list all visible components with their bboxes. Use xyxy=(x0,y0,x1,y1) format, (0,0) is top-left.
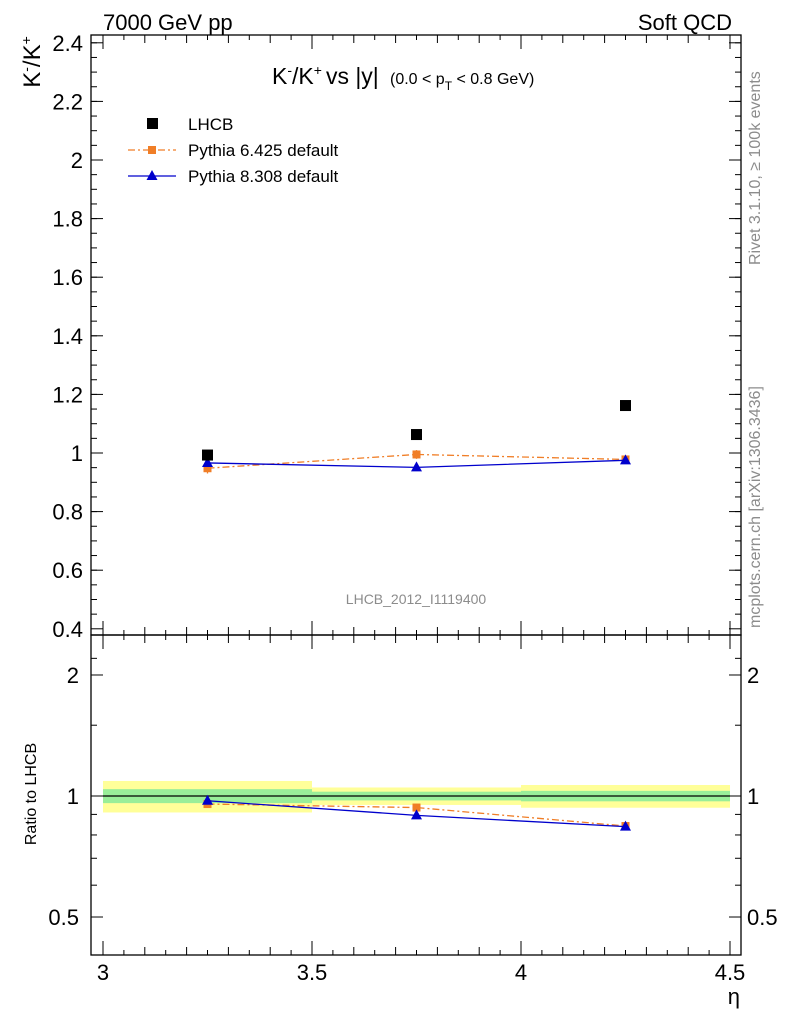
ratio-y-tick-label-left: 0.5 xyxy=(48,905,79,930)
y-tick-label: 0.8 xyxy=(52,500,83,525)
legend-label-pythia8: Pythia 8.308 default xyxy=(188,167,339,186)
ratio-y-tick-label-left: 1 xyxy=(67,784,79,809)
y-tick-label: 0.4 xyxy=(52,617,83,642)
y-axis-label: K-/K+ xyxy=(18,36,46,88)
y-tick-label: 1.4 xyxy=(52,324,83,349)
x-tick-label: 3 xyxy=(97,960,109,985)
pythia8-point xyxy=(620,454,631,465)
svg-text:K-/K+vs |y|: K-/K+ vs |y| xyxy=(272,62,379,89)
rivet-label: Rivet 3.1.10, ≥ 100k events xyxy=(747,71,764,265)
lhcb-point xyxy=(411,429,422,441)
y-tick-label: 1.6 xyxy=(52,265,83,290)
pythia6-point xyxy=(203,464,212,473)
x-tick-label: 4.5 xyxy=(715,960,746,985)
ratio-pythia6-line xyxy=(207,803,626,827)
ratio-pythia8-point xyxy=(411,809,422,820)
ratio-pythia8-point xyxy=(620,820,631,831)
y-tick-label: 1.2 xyxy=(52,382,83,407)
title-range: (0.0 < p xyxy=(390,71,445,88)
ratio-y-tick-label-left: 2 xyxy=(67,663,79,688)
ratio-y-tick-label-right: 1 xyxy=(747,784,759,809)
analysis-label: LHCB_2012_I1119400 xyxy=(346,591,487,607)
title-range-sub: T xyxy=(445,79,453,93)
legend-marker-pythia6 xyxy=(148,146,156,154)
pythia6-line xyxy=(207,453,626,469)
header-left-label: 7000 GeV pp xyxy=(103,10,233,35)
x-tick-label: 3.5 xyxy=(297,960,328,985)
y-tick-label: 2 xyxy=(71,148,83,173)
header-right-label: Soft QCD xyxy=(638,10,732,35)
lhcb-point xyxy=(620,400,631,412)
chart-title: K-/K+ vs |y| (0.0 < pT < 0.8 GeV) xyxy=(272,62,534,93)
pythia8-point xyxy=(202,456,213,467)
svg-text:(0.0 < pT < 0.8 GeV): (0.0 < pT < 0.8 GeV) xyxy=(390,71,534,93)
ratio-y-axis-label: Ratio to LHCB xyxy=(23,743,40,845)
x-axis-label: η xyxy=(728,984,740,1009)
ratio-uncertainty-bands xyxy=(103,780,730,813)
title-main: vs |y| xyxy=(326,63,379,89)
pythia6-point xyxy=(412,450,421,459)
mcplots-label: mcplots.cern.ch [arXiv:1306.3436] xyxy=(747,386,764,628)
legend-label-lhcb: LHCB xyxy=(188,115,233,134)
legend-marker-lhcb xyxy=(147,118,158,129)
pythia8-point xyxy=(411,461,422,472)
ratio-y-tick-label-right: 0.5 xyxy=(747,905,778,930)
x-tick-label: 4 xyxy=(515,960,527,985)
y-tick-label: 0.6 xyxy=(52,558,83,583)
ratio-plot-marks xyxy=(202,794,631,831)
y-tick-label: 1 xyxy=(71,441,83,466)
legend: LHCB Pythia 6.425 default Pythia 8.308 d… xyxy=(128,115,339,186)
y-tick-label: 1.8 xyxy=(52,207,83,232)
legend-label-pythia6: Pythia 6.425 default xyxy=(188,141,339,160)
ratio-pythia6-point xyxy=(412,803,421,812)
ratio-y-tick-label-right: 2 xyxy=(747,663,759,688)
axes: 0.4 0.6 0.8 1 1.2 1.4 1.6 1.8 2 2.2 2.4 3 3.5 4 4.5 0.5… xyxy=(48,31,777,985)
title-range-tail: < 0.8 GeV) xyxy=(452,71,534,88)
legend-marker-pythia8 xyxy=(146,170,158,180)
y-tick-label: 2.2 xyxy=(52,89,83,114)
y-tick-label: 2.4 xyxy=(52,31,83,56)
ratio-pythia8-point xyxy=(202,794,213,805)
lhcb-point xyxy=(202,449,213,461)
main-plot-marks xyxy=(202,400,631,474)
